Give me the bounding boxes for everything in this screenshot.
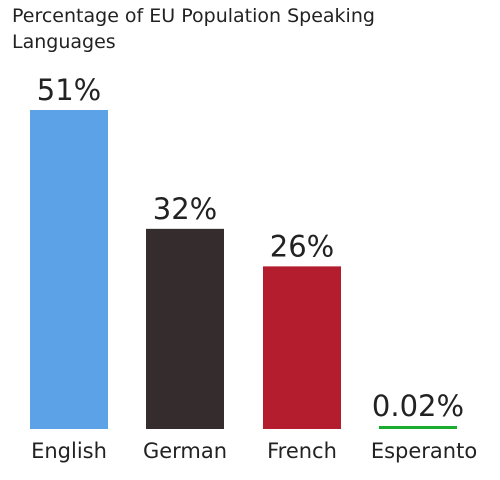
- category-label-esperanto: Esperanto: [371, 439, 477, 463]
- value-label-german: 32%: [153, 192, 217, 226]
- value-labels-group: 51% 32% 26% 0.02%: [37, 73, 464, 423]
- category-label-english: English: [31, 439, 107, 463]
- category-label-german: German: [143, 439, 227, 463]
- category-labels-group: English German French Esperanto: [31, 439, 477, 463]
- value-label-french: 26%: [270, 229, 334, 263]
- value-label-english: 51%: [37, 73, 101, 107]
- chart-title-line-2: Languages: [12, 31, 116, 53]
- value-label-esperanto: 0.02%: [372, 389, 464, 423]
- bar-english: [30, 110, 108, 429]
- chart-title-line-1: Percentage of EU Population Speaking: [12, 5, 375, 27]
- bar-esperanto: [379, 426, 457, 429]
- bar-german: [146, 228, 224, 429]
- bars-group: [30, 110, 457, 429]
- category-label-french: French: [267, 439, 337, 463]
- bar-french: [263, 266, 341, 429]
